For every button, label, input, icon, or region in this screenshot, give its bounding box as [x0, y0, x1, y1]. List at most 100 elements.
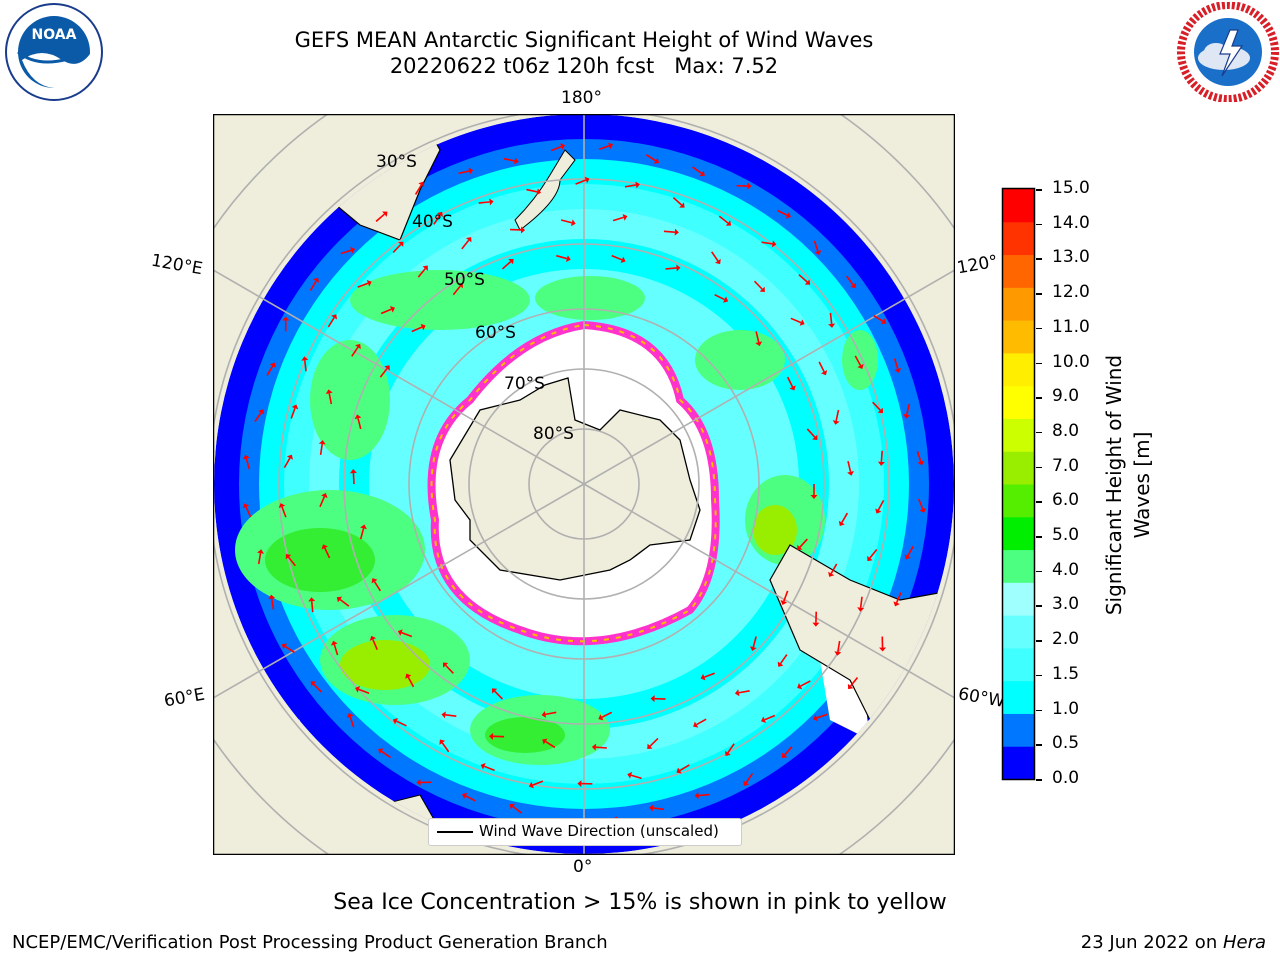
colorbar-band [1003, 385, 1034, 419]
wave-direction-arrowhead [509, 803, 515, 810]
wave-direction-arrow [916, 450, 922, 462]
colorbar-tick [1036, 258, 1042, 260]
lightning-icon [1219, 29, 1244, 77]
wave-direction-arrow [283, 457, 291, 469]
wave-direction-arrowhead [903, 413, 911, 419]
wave-direction-arrowhead [893, 601, 900, 607]
wave-direction-arrow [727, 743, 735, 754]
wave-direction-arrow [850, 676, 859, 687]
colorbar-tick-label: 3.0 [1052, 594, 1080, 615]
wave-direction-arrowhead [650, 695, 655, 703]
wave-direction-arrowhead [591, 743, 597, 751]
nws-logo [1177, 2, 1279, 102]
wave-direction-arrow [287, 556, 296, 567]
colorbar-label: Significant Height of Wind Waves [m] [1102, 354, 1154, 616]
wave-direction-arrow [895, 592, 902, 603]
wave-direction-arrowhead [528, 781, 534, 789]
wave-direction-arrowhead [879, 647, 887, 652]
wave-direction-arrowhead [397, 629, 403, 636]
wave-direction-arrowhead [489, 732, 494, 740]
wave-direction-arrow [877, 500, 885, 511]
wave-direction-arrowhead [584, 176, 590, 184]
colorbar-tick [1036, 709, 1042, 712]
wave-direction-arrowhead [877, 407, 883, 414]
wave-direction-arrowhead [378, 748, 384, 755]
wave-direction-arrow [829, 312, 833, 324]
wave-direction-arrow [783, 590, 789, 602]
wave-direction-arrowhead [312, 277, 320, 283]
wave-direction-arrowhead [760, 716, 767, 723]
wave-direction-arrow [841, 512, 849, 523]
colorbar-tick [1036, 466, 1042, 469]
colorbar-band [1003, 287, 1034, 321]
wave-direction-arrow [545, 740, 556, 749]
wave-direction-arrow [847, 460, 852, 473]
wave-direction-arrow [357, 418, 362, 430]
wave-direction-arrow [704, 672, 715, 678]
colorbar-band [1003, 746, 1034, 780]
colorbar-band [1003, 352, 1034, 387]
wave-direction-arrow [786, 376, 794, 388]
wave-direction-arrow [869, 548, 878, 559]
wave-direction-arrowhead [405, 673, 412, 679]
wave-direction-arrow [245, 506, 252, 518]
wave-direction-arrowhead [489, 198, 494, 206]
wave-direction-arrow [458, 170, 470, 175]
wave-direction-arrow [501, 261, 512, 270]
colorbar-tick [1036, 674, 1042, 677]
wave-direction-arrow [290, 407, 296, 419]
wave-direction-arrowhead [812, 714, 818, 722]
wave-direction-arrow [846, 275, 854, 286]
wave-direction-arrow [672, 197, 683, 206]
wave-direction-arrow [818, 361, 825, 373]
wave-direction-arrow [798, 274, 808, 283]
wave-direction-arrowhead [301, 356, 309, 361]
lon-label-60e: 60°E [162, 684, 207, 712]
wave-direction-arrowhead [875, 508, 882, 514]
wave-direction-arrow [761, 241, 773, 245]
wave-direction-arrowhead [536, 188, 542, 196]
noaa-logo: NOAA [5, 3, 103, 101]
wave-direction-arrowhead [834, 651, 842, 656]
wave-direction-arrow [752, 636, 757, 648]
colorbar-tick [1036, 189, 1042, 191]
lat-label-30s: 30°S [376, 152, 417, 172]
colorbar-tick-label: 9.0 [1052, 386, 1080, 407]
wave-direction-arrow [339, 598, 350, 607]
wave-direction-arrowhead [321, 493, 328, 499]
colorbar-band [1003, 189, 1034, 223]
wave-direction-arrow [859, 596, 863, 608]
wave-direction-arrowhead [418, 181, 425, 187]
lon-label-60w: 60°W [956, 684, 1007, 712]
wave-direction-arrow [645, 154, 657, 162]
wave-direction-arrowhead [258, 409, 265, 415]
wave-direction-arrowhead [422, 265, 428, 271]
wave-direction-arrow [777, 209, 788, 217]
noaa-logo-text: NOAA [32, 27, 77, 43]
wave-direction-arrowhead [857, 607, 865, 612]
wave-direction-arrow [835, 409, 840, 422]
wave-direction-arrow [816, 713, 828, 719]
wave-direction-arrowhead [392, 718, 398, 725]
wave-direction-arrow [461, 239, 470, 250]
wave-direction-arrow [714, 293, 725, 301]
wave-direction-arrow [905, 403, 911, 415]
lat-label-60s: 60°S [475, 323, 516, 343]
wave-direction-arrowhead [647, 743, 653, 749]
colorbar-tick [1036, 397, 1042, 399]
wave-direction-arrow [328, 393, 333, 405]
wave-direction-arrowhead [867, 555, 873, 562]
wave-direction-arrow [718, 215, 729, 224]
colorbar-band [1003, 221, 1034, 256]
wave-direction-arrowhead [308, 597, 316, 602]
wave-direction-arrow [917, 498, 924, 510]
wave-direction-arrowhead [828, 571, 835, 577]
wave-direction-arrowhead [285, 554, 292, 560]
lat-label-50s: 50°S [444, 270, 485, 290]
wave-direction-arrow [452, 285, 461, 296]
new-zealand [514, 149, 576, 231]
footer-date-text: 23 Jun 2022 on [1080, 932, 1223, 953]
wind-wave-arrows [242, 142, 926, 826]
wave-direction-arrowhead [676, 264, 681, 272]
wave-direction-arrow [738, 690, 750, 694]
